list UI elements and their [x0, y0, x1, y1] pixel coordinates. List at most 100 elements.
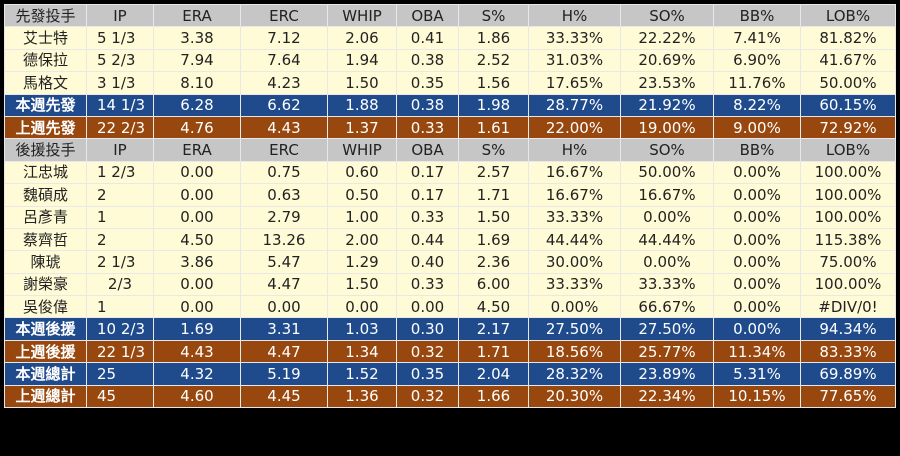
stat-cell-bb-pct: 0.00%	[713, 160, 801, 185]
stat-cell-h-pct: 33.33%	[528, 272, 621, 297]
stat-cell-era: 6.28	[153, 93, 241, 117]
stat-cell-erc: 0.63	[240, 183, 328, 207]
stat-cell-s-pct: 4.50	[458, 295, 529, 319]
stat-cell-era: 0.00	[153, 295, 241, 319]
stat-cell-whip: 1.94	[327, 48, 397, 73]
stat-cell-so-pct: 25.77%	[620, 339, 714, 364]
stat-cell-oba: 0.40	[396, 250, 459, 274]
stat-cell-h-pct: 30.00%	[528, 250, 621, 274]
pitcher-row: 馬格文 3 1/3 8.10 4.23 1.50 0.35 1.56 17.65% 23.53%…	[4, 71, 896, 95]
this-week-summary-row: 本週先發 14 1/3 6.28 6.62 1.88 0.38 1.98 28.77% 21.9…	[4, 93, 896, 117]
pitcher-row: 蔡齊哲 2 4.50 13.26 2.00 0.44 1.69 44.44% 44.44% 0.0…	[4, 227, 896, 252]
stat-cell-whip: 2.06	[327, 26, 397, 50]
stat-cell-whip: 1.34	[327, 339, 397, 364]
section-title: 後援投手	[4, 138, 87, 162]
stat-cell-whip: 1.50	[327, 272, 397, 297]
column-header: WHIP	[327, 3, 397, 28]
stat-cell-lob-pct: #DIV/0!	[800, 295, 896, 319]
stat-cell-lob-pct: 100.00%	[800, 183, 896, 207]
stat-cell-whip: 1.03	[327, 317, 397, 341]
stat-cell-s-pct: 2.17	[458, 317, 529, 341]
stat-cell-lob-pct: 60.15%	[800, 93, 896, 117]
stat-cell-whip: 0.60	[327, 160, 397, 185]
section-header-row: 後援投手 IP ERA ERC WHIP OBA S% H% SO% BB% LOB%	[4, 138, 896, 162]
column-header: WHIP	[327, 138, 397, 162]
stat-cell-erc: 4.45	[240, 384, 328, 409]
stat-cell-s-pct: 1.98	[458, 93, 529, 117]
stat-cell-erc: 5.47	[240, 250, 328, 274]
stat-cell-ip: 10 2/3	[86, 317, 154, 341]
column-header: S%	[458, 3, 529, 28]
stat-cell-bb-pct: 0.00%	[713, 250, 801, 274]
stat-cell-era: 0.00	[153, 160, 241, 185]
pitcher-name: 謝榮豪	[4, 272, 87, 297]
stat-cell-so-pct: 20.69%	[620, 48, 714, 73]
section-title: 先發投手	[4, 3, 87, 28]
stat-cell-bb-pct: 0.00%	[713, 183, 801, 207]
stat-cell-lob-pct: 41.67%	[800, 48, 896, 73]
stat-cell-bb-pct: 0.00%	[713, 227, 801, 252]
stat-cell-so-pct: 27.50%	[620, 317, 714, 341]
stat-cell-erc: 3.31	[240, 317, 328, 341]
stat-cell-erc: 4.47	[240, 339, 328, 364]
stat-cell-era: 3.38	[153, 26, 241, 50]
stat-cell-bb-pct: 6.90%	[713, 48, 801, 73]
last-week-summary-row: 上週後援 22 1/3 4.43 4.47 1.34 0.32 1.71 18.56% 25.7…	[4, 339, 896, 364]
stat-cell-era: 4.60	[153, 384, 241, 409]
pitcher-name: 本週總計	[4, 362, 87, 386]
stat-cell-oba: 0.30	[396, 317, 459, 341]
table-body: 先發投手 IP ERA ERC WHIP OBA S% H% SO% BB% LOB% 艾士特 5 1/…	[4, 3, 896, 409]
column-header: H%	[528, 138, 621, 162]
stat-cell-whip: 0.00	[327, 295, 397, 319]
stat-cell-so-pct: 16.67%	[620, 183, 714, 207]
stat-cell-whip: 1.37	[327, 115, 397, 140]
pitcher-name: 艾士特	[4, 26, 87, 50]
stat-cell-oba: 0.35	[396, 71, 459, 95]
pitcher-row: 謝榮豪 2/3 0.00 4.47 1.50 0.33 6.00 33.33% 33.33% 0.…	[4, 272, 896, 297]
pitching-stats-table-container: 先發投手 IP ERA ERC WHIP OBA S% H% SO% BB% LOB% 艾士特 5 1/…	[4, 3, 896, 409]
stat-cell-h-pct: 28.77%	[528, 93, 621, 117]
stat-cell-oba: 0.32	[396, 384, 459, 409]
stat-cell-ip: 2	[86, 183, 154, 207]
column-header: OBA	[396, 3, 459, 28]
pitcher-name: 吳俊偉	[4, 295, 87, 319]
stat-cell-era: 4.76	[153, 115, 241, 140]
stat-cell-s-pct: 1.69	[458, 227, 529, 252]
stat-cell-s-pct: 1.61	[458, 115, 529, 140]
stat-cell-bb-pct: 7.41%	[713, 26, 801, 50]
pitcher-name: 上週先發	[4, 115, 87, 140]
stat-cell-oba: 0.44	[396, 227, 459, 252]
pitcher-name: 蔡齊哲	[4, 227, 87, 252]
stat-cell-whip: 1.52	[327, 362, 397, 386]
stat-cell-bb-pct: 10.15%	[713, 384, 801, 409]
pitcher-name: 德保拉	[4, 48, 87, 73]
stat-cell-whip: 1.00	[327, 205, 397, 229]
stat-cell-lob-pct: 100.00%	[800, 160, 896, 185]
stat-cell-lob-pct: 50.00%	[800, 71, 896, 95]
stat-cell-oba: 0.17	[396, 183, 459, 207]
stat-cell-so-pct: 44.44%	[620, 227, 714, 252]
column-header: BB%	[713, 3, 801, 28]
stat-cell-era: 7.94	[153, 48, 241, 73]
stat-cell-erc: 7.64	[240, 48, 328, 73]
stat-cell-oba: 0.33	[396, 272, 459, 297]
last-week-summary-row: 上週先發 22 2/3 4.76 4.43 1.37 0.33 1.61 22.00% 19.0…	[4, 115, 896, 140]
column-header: LOB%	[800, 3, 896, 28]
stat-cell-era: 1.69	[153, 317, 241, 341]
stat-cell-erc: 13.26	[240, 227, 328, 252]
column-header: ERC	[240, 138, 328, 162]
stat-cell-whip: 1.29	[327, 250, 397, 274]
stat-cell-oba: 0.33	[396, 115, 459, 140]
stat-cell-lob-pct: 100.00%	[800, 272, 896, 297]
stat-cell-so-pct: 19.00%	[620, 115, 714, 140]
stat-cell-so-pct: 33.33%	[620, 272, 714, 297]
stat-cell-lob-pct: 94.34%	[800, 317, 896, 341]
column-header: ERC	[240, 3, 328, 28]
stat-cell-bb-pct: 0.00%	[713, 317, 801, 341]
stat-cell-ip: 22 1/3	[86, 339, 154, 364]
stat-cell-lob-pct: 100.00%	[800, 205, 896, 229]
stat-cell-s-pct: 2.52	[458, 48, 529, 73]
stat-cell-ip: 1	[86, 295, 154, 319]
stat-cell-erc: 6.62	[240, 93, 328, 117]
stat-cell-erc: 7.12	[240, 26, 328, 50]
